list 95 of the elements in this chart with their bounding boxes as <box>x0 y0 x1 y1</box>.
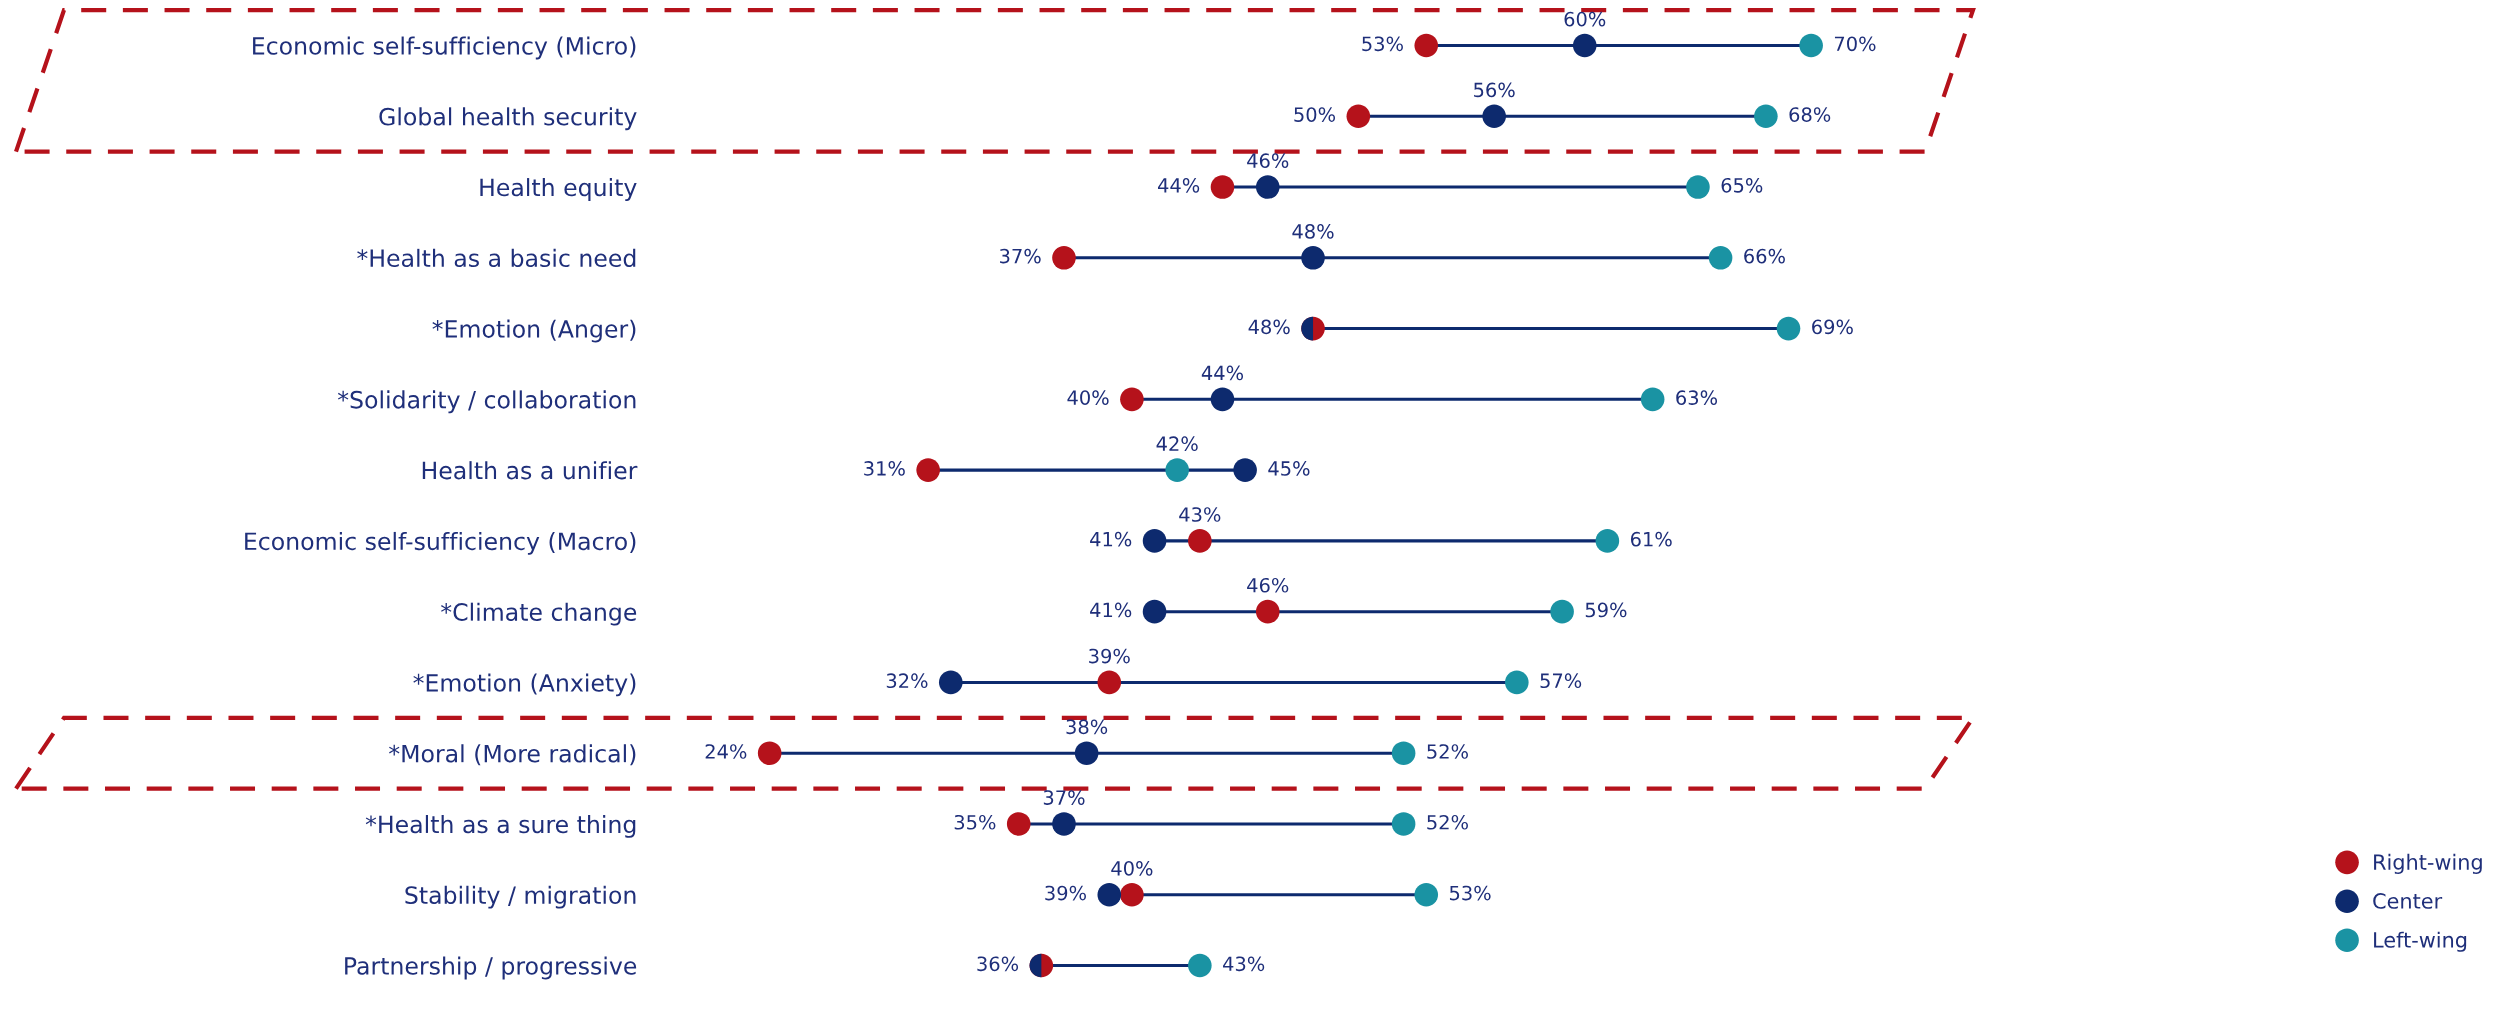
point <box>1097 670 1122 695</box>
data-label: 52% <box>1427 814 1468 830</box>
data-label: 60% <box>1564 11 1606 27</box>
point <box>1006 812 1031 836</box>
y-tick-label: *Climate change <box>441 602 637 626</box>
point <box>1799 33 1823 58</box>
point <box>1097 882 1122 907</box>
y-tick-label: *Emotion (Anger) <box>432 319 636 343</box>
data-label: 39% <box>1045 885 1086 901</box>
point <box>1188 953 1212 978</box>
data-label: 39% <box>1089 648 1130 664</box>
point <box>1391 741 1416 765</box>
point <box>1188 529 1212 553</box>
point <box>938 670 963 695</box>
data-label: 37% <box>1000 248 1041 264</box>
data-label: 48% <box>1292 224 1334 239</box>
data-label: 43% <box>1179 507 1221 522</box>
y-tick-label: Health equity <box>480 178 637 201</box>
point <box>1754 104 1778 129</box>
data-label: 69% <box>1812 319 1853 335</box>
data-label: 38% <box>1066 719 1108 735</box>
point <box>1074 741 1099 765</box>
data-label: 45% <box>1268 461 1310 476</box>
data-label: 24% <box>705 744 747 759</box>
y-tick-label: *Health as a basic need <box>357 248 636 268</box>
legend-label: Center <box>2373 893 2443 909</box>
point <box>1572 33 1597 58</box>
data-label: 42% <box>1156 436 1198 452</box>
y-tick-label: *Health as a sure thing <box>365 814 636 838</box>
point <box>1142 529 1167 553</box>
point <box>1120 387 1144 412</box>
legend-label: Left-wing <box>2374 931 2467 952</box>
data-label: 66% <box>1744 248 1785 264</box>
data-label: 53% <box>1449 885 1491 901</box>
point <box>916 458 940 482</box>
data-label: 31% <box>864 461 905 476</box>
data-label: 46% <box>1247 577 1289 593</box>
data-label: 40% <box>1111 860 1153 876</box>
y-tick-label: *Solidarity / collaboration <box>337 390 636 414</box>
point <box>1165 458 1189 482</box>
data-label: 70% <box>1834 36 1876 52</box>
data-label: 36% <box>977 956 1019 972</box>
data-label: 41% <box>1090 531 1132 547</box>
point <box>1142 599 1167 624</box>
point <box>1210 175 1235 199</box>
y-tick-label: Stability / migration <box>405 885 636 909</box>
data-label: 53% <box>1362 36 1403 52</box>
point <box>1120 882 1144 907</box>
y-tick-label: Health as a unifier <box>422 461 638 480</box>
y-tick-label: *Emotion (Anxiety) <box>413 673 636 697</box>
y-tick-label: Economic self-sufficiency (Micro) <box>253 36 636 60</box>
point <box>1255 599 1280 624</box>
y-tick-label: *Moral (More radical) <box>389 744 636 766</box>
point <box>1505 670 1529 695</box>
point <box>1301 246 1325 270</box>
point <box>1052 812 1076 836</box>
point <box>1391 812 1416 836</box>
point <box>1595 529 1620 553</box>
data-label: 48% <box>1248 319 1290 335</box>
point <box>1052 246 1076 270</box>
y-tick-label: Partnership / progressive <box>345 956 637 980</box>
data-label: 52% <box>1427 744 1468 759</box>
data-label: 40% <box>1067 390 1109 405</box>
point <box>1708 246 1733 270</box>
data-label: 63% <box>1676 390 1718 405</box>
point <box>1482 104 1506 129</box>
y-tick-label: Economic self-sufficiency (Macro) <box>245 531 636 555</box>
data-label: 35% <box>954 814 996 830</box>
point <box>1640 387 1665 412</box>
data-label: 43% <box>1223 956 1265 972</box>
point <box>1255 175 1280 199</box>
data-label: 44% <box>1157 177 1200 193</box>
legend-label: Right-wing <box>2374 853 2482 874</box>
point <box>1414 882 1439 907</box>
data-label: 32% <box>886 673 928 689</box>
data-label: 65% <box>1721 177 1763 193</box>
point <box>757 741 782 765</box>
data-label: 61% <box>1630 531 1672 547</box>
data-label: 59% <box>1585 602 1627 618</box>
point <box>1414 33 1439 58</box>
data-label: 44% <box>1201 365 1244 381</box>
data-label: 37% <box>1043 790 1085 805</box>
data-label: 41% <box>1090 602 1132 618</box>
data-label: 57% <box>1540 673 1582 689</box>
data-label: 46% <box>1247 153 1289 168</box>
point <box>1550 599 1574 624</box>
point <box>1233 458 1257 482</box>
point <box>1686 175 1710 199</box>
point <box>1210 387 1235 412</box>
data-label: 56% <box>1474 82 1515 98</box>
data-label: 68% <box>1789 107 1831 122</box>
point <box>1346 104 1371 129</box>
point <box>1776 316 1801 341</box>
data-label: 50% <box>1294 107 1336 122</box>
y-tick-label: Global health security <box>379 107 637 131</box>
